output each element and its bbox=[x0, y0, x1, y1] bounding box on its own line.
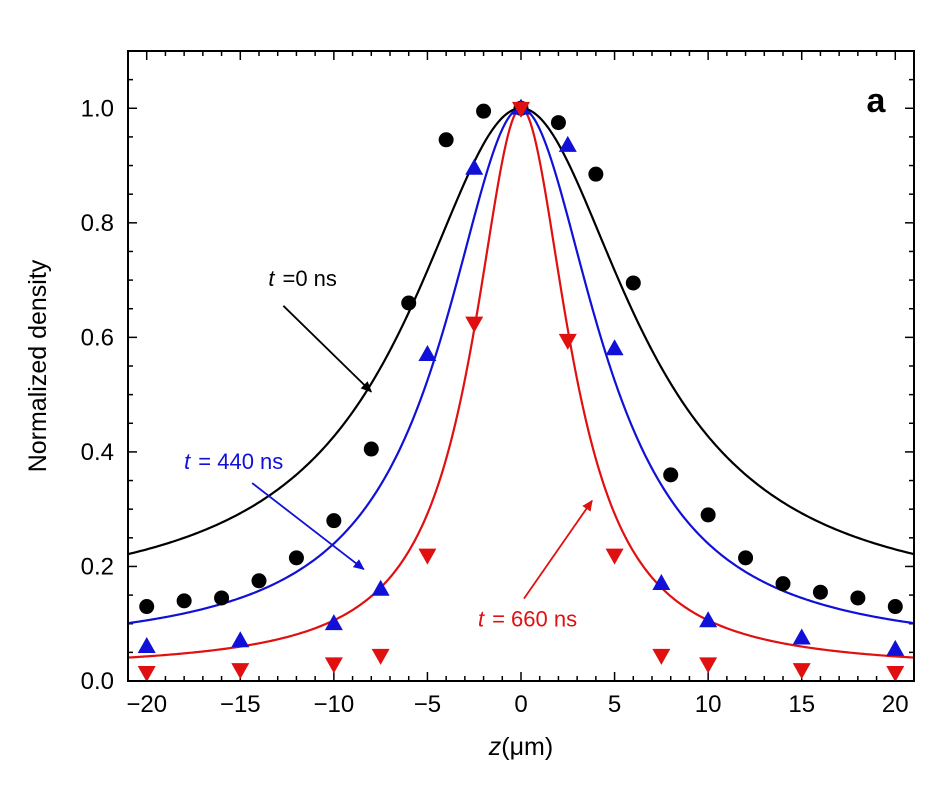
x-axis-title: z(μm) bbox=[488, 733, 553, 761]
annotation-label-0: t =0 ns bbox=[268, 266, 337, 291]
data-point-circle bbox=[176, 593, 192, 609]
data-point-circle bbox=[438, 132, 454, 148]
data-point-triangle-down bbox=[324, 657, 343, 674]
x-tick-label: 10 bbox=[695, 691, 722, 718]
data-point-circle bbox=[700, 507, 716, 523]
data-point-triangle-up bbox=[792, 628, 811, 645]
data-point-triangle-up bbox=[652, 574, 671, 591]
annotation-arrow-2 bbox=[523, 499, 593, 600]
data-point-triangle-down bbox=[371, 648, 390, 665]
data-point-triangle-down bbox=[137, 666, 156, 683]
data-point-triangle-up bbox=[558, 135, 577, 152]
plot-frame bbox=[127, 50, 915, 682]
annotation-time-value: =0 ns bbox=[282, 266, 336, 291]
data-point-triangle-down bbox=[231, 663, 250, 680]
x-tick-label: −20 bbox=[126, 691, 167, 718]
data-point-triangle-up bbox=[886, 639, 905, 656]
data-points-layer bbox=[137, 98, 905, 683]
fit-curves-layer bbox=[127, 107, 915, 659]
data-point-circle bbox=[775, 576, 791, 592]
data-point-circle bbox=[812, 584, 828, 600]
annotation-label-1: t = 440 ns bbox=[184, 449, 283, 474]
data-point-triangle-down bbox=[605, 548, 624, 565]
data-point-circle bbox=[887, 599, 903, 615]
data-point-circle bbox=[663, 467, 679, 483]
data-point-triangle-down bbox=[652, 648, 671, 665]
data-point-triangle-down bbox=[699, 657, 718, 674]
data-point-triangle-up bbox=[371, 579, 390, 596]
annotation-time-value: = 440 ns bbox=[198, 449, 283, 474]
y-tick-label: 0.4 bbox=[81, 439, 114, 466]
annotation-label-2: t = 660 ns bbox=[478, 607, 577, 632]
data-point-triangle-up bbox=[418, 344, 437, 361]
data-point-triangle-up bbox=[465, 158, 484, 175]
x-tick-label: −5 bbox=[414, 691, 441, 718]
panel-label: a bbox=[867, 82, 887, 120]
data-point-circle bbox=[326, 513, 342, 529]
annotation-time-value: = 660 ns bbox=[492, 607, 577, 632]
y-axis-title: Normalized density bbox=[24, 259, 52, 472]
ticks-layer: −20 −15 −10 −5 0 5 10 15 20 0.0 0.2 0.4 0.6 0.8 1.0 bbox=[81, 50, 915, 718]
data-point-circle bbox=[550, 115, 566, 131]
data-point-triangle-up bbox=[699, 611, 718, 628]
data-point-circle bbox=[288, 550, 304, 566]
y-tick-label: 0.8 bbox=[81, 210, 114, 237]
data-point-circle bbox=[738, 550, 754, 566]
x-axis-unit: (μm) bbox=[501, 733, 553, 761]
data-point-circle bbox=[251, 573, 267, 589]
y-tick-label: 0.0 bbox=[81, 668, 114, 695]
fit-curve-series-0 bbox=[127, 107, 915, 556]
data-point-circle bbox=[363, 441, 379, 457]
x-tick-label: 0 bbox=[514, 691, 527, 718]
data-point-triangle-up bbox=[605, 339, 624, 356]
data-point-triangle-down bbox=[512, 101, 530, 118]
fit-curve-series-1 bbox=[127, 107, 915, 625]
annotation-time-symbol: t bbox=[184, 449, 191, 474]
data-point-triangle-up bbox=[231, 631, 250, 648]
data-point-triangle-down bbox=[886, 666, 905, 683]
x-axis-variable: z bbox=[488, 733, 502, 761]
annotation-time-symbol: t bbox=[268, 266, 275, 291]
data-point-circle bbox=[476, 103, 492, 119]
annotations-layer: t =0 ns t = 440 ns t = 660 ns bbox=[184, 266, 593, 632]
annotation-time-symbol: t bbox=[478, 607, 485, 632]
data-point-triangle-up bbox=[137, 637, 156, 654]
x-tick-label: −15 bbox=[220, 691, 261, 718]
data-point-circle bbox=[401, 295, 417, 311]
y-tick-label: 0.2 bbox=[81, 553, 114, 580]
annotation-arrow-1 bbox=[251, 482, 365, 571]
data-point-circle bbox=[139, 599, 155, 615]
x-tick-label: −10 bbox=[313, 691, 354, 718]
data-point-triangle-down bbox=[465, 316, 484, 333]
data-point-triangle-down bbox=[558, 333, 577, 350]
data-point-triangle-up bbox=[324, 614, 343, 631]
data-point-circle bbox=[588, 166, 604, 182]
y-tick-label: 0.6 bbox=[81, 324, 114, 351]
x-tick-label: 5 bbox=[608, 691, 621, 718]
x-tick-label: 15 bbox=[788, 691, 815, 718]
data-point-triangle-down bbox=[418, 548, 437, 565]
data-point-circle bbox=[850, 590, 866, 606]
data-point-triangle-down bbox=[792, 663, 811, 680]
x-tick-label: 20 bbox=[882, 691, 909, 718]
annotation-arrow-0 bbox=[282, 305, 373, 393]
data-point-circle bbox=[214, 590, 230, 606]
y-tick-label: 1.0 bbox=[81, 95, 114, 122]
data-point-circle bbox=[625, 275, 641, 291]
fit-curve-series-2 bbox=[127, 107, 915, 659]
